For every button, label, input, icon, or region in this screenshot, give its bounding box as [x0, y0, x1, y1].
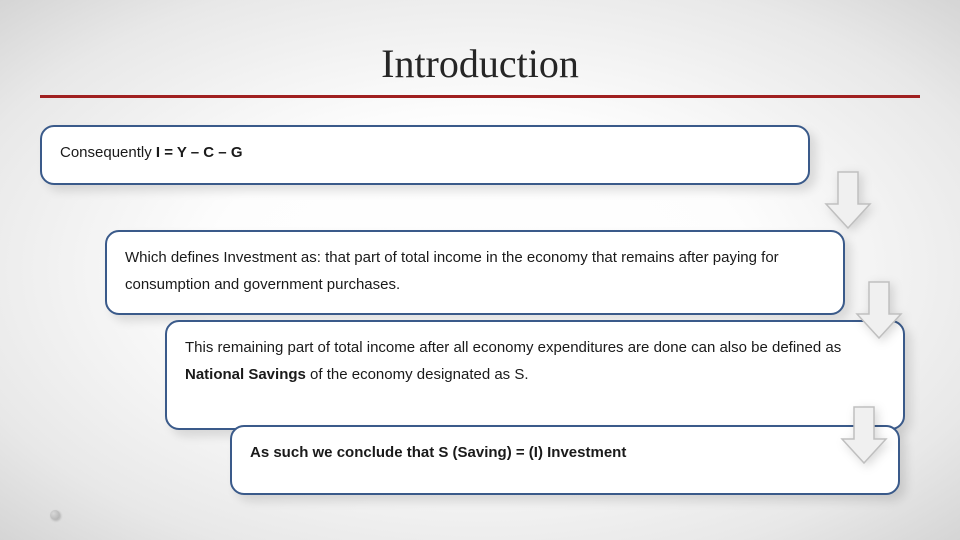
box1-equation: I = Y – C – G	[156, 144, 243, 161]
box3-text-2: of the economy designated as S.	[306, 366, 529, 383]
box3-bold: National Savings	[185, 366, 306, 383]
content-box-2: Which defines Investment as: that part o…	[105, 230, 845, 315]
box4-text: As such we conclude that S (Saving) = (I…	[250, 444, 626, 461]
down-arrow-icon	[855, 280, 903, 342]
content-box-4: As such we conclude that S (Saving) = (I…	[230, 425, 900, 495]
slide-bullet-dot	[50, 510, 60, 520]
title-underline	[40, 95, 920, 98]
box1-prefix: Consequently	[60, 144, 156, 161]
slide-title: Introduction	[0, 40, 960, 87]
down-arrow-icon	[840, 405, 888, 467]
box3-text-1: This remaining part of total income afte…	[185, 339, 841, 356]
content-box-3: This remaining part of total income afte…	[165, 320, 905, 430]
down-arrow-icon	[824, 170, 872, 232]
content-box-1: Consequently I = Y – C – G	[40, 125, 810, 185]
